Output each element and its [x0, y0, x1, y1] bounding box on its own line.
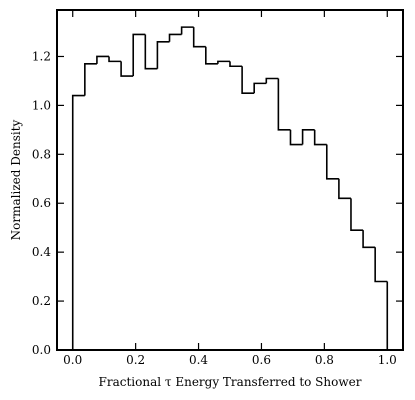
histogram-bin: [289, 129, 303, 146]
histogram-bin: [338, 178, 351, 200]
histogram-bin: [301, 129, 315, 145]
histogram-bin: [180, 26, 194, 35]
x-tick-label: 0.4: [189, 353, 208, 367]
x-tick-label: 0.0: [63, 353, 82, 367]
histogram-bin: [132, 33, 146, 77]
histogram-bin: [168, 33, 182, 42]
histogram-bin: [156, 40, 170, 69]
x-tick-label: 0.8: [315, 353, 334, 367]
histogram-bin: [144, 34, 158, 70]
histogram-bin: [253, 82, 267, 94]
histogram-bin: [241, 66, 255, 94]
y-tick-label: 0.6: [32, 196, 51, 210]
y-tick-label: 0.4: [32, 245, 51, 259]
y-tick-label: 1.2: [32, 49, 51, 63]
histogram-bin: [265, 77, 279, 84]
histogram-bin: [350, 198, 364, 231]
y-tick-label: 0.0: [32, 343, 51, 357]
histogram-bin: [229, 61, 243, 68]
y-tick-label: 0.2: [32, 294, 51, 308]
y-tick-label: 0.8: [32, 147, 51, 161]
x-tick-label: 0.2: [126, 353, 145, 367]
x-tick-label: 1.0: [378, 353, 397, 367]
histogram-bin: [192, 27, 206, 48]
histogram-bin: [120, 61, 134, 77]
histogram-bin: [96, 55, 110, 64]
histogram-bin: [84, 63, 97, 96]
histogram-bin: [108, 56, 122, 63]
histogram-bin: [362, 230, 376, 249]
histogram-bin: [374, 247, 388, 283]
histogram-bin: [71, 94, 85, 350]
histogram-bin: [217, 60, 230, 64]
histogram-bin: [325, 144, 339, 180]
x-tick-label: 0.6: [252, 353, 271, 367]
plot-frame: [56, 9, 404, 351]
y-axis-label: Normalized Density: [9, 119, 23, 240]
histogram-bin: [277, 78, 291, 131]
histogram-bin: [205, 46, 218, 65]
x-axis-label: Fractional τ Energy Transferred to Showe…: [99, 375, 362, 389]
y-tick-label: 1.0: [32, 98, 51, 112]
histogram-bin: [313, 129, 327, 146]
